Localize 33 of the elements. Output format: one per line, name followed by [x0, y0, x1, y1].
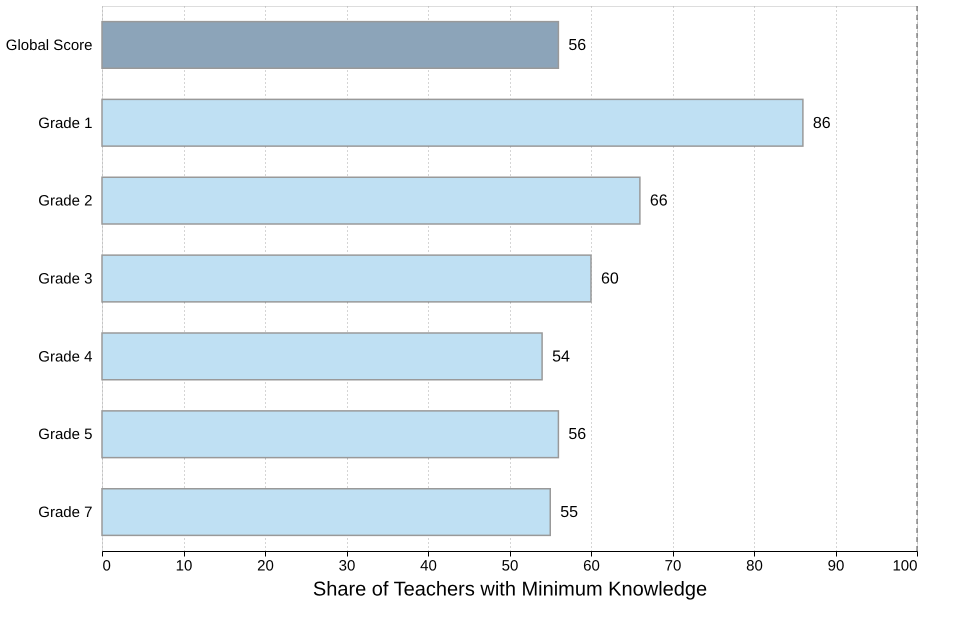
x-tick-label: 100 — [892, 558, 918, 574]
y-tick-label: Grade 4 — [38, 348, 92, 366]
x-tick-label: 40 — [420, 558, 437, 574]
x-tick-label: 80 — [746, 558, 763, 574]
bar — [101, 176, 641, 225]
bar — [101, 20, 560, 70]
x-tick-label: 30 — [338, 558, 356, 574]
y-tick-label: Grade 3 — [38, 270, 92, 288]
y-tick-label: Grade 7 — [38, 504, 92, 522]
x-tick-label: 20 — [257, 558, 274, 574]
x-axis-title: Share of Teachers with Minimum Knowledge — [312, 578, 708, 600]
data-label: 56 — [568, 426, 586, 444]
data-label: 54 — [552, 348, 570, 366]
y-tick-label: Grade 2 — [38, 192, 92, 210]
x-tick-label: 10 — [176, 558, 192, 574]
y-tick-label: Grade 1 — [38, 114, 92, 132]
x-tick-label: 90 — [828, 558, 844, 574]
data-label: 56 — [568, 36, 586, 54]
x-tick-label: 70 — [664, 558, 682, 574]
data-label: 66 — [650, 192, 668, 210]
bar — [101, 488, 551, 536]
bar — [101, 254, 592, 303]
y-tick-label: Global Score — [6, 36, 92, 54]
data-label: 86 — [812, 114, 831, 132]
bar — [101, 332, 543, 380]
bar — [101, 410, 560, 458]
x-tick-label: 0 — [102, 558, 111, 574]
bar — [101, 98, 804, 147]
data-label: 55 — [560, 504, 578, 522]
x-tick-label: 50 — [502, 558, 518, 574]
y-tick-label: Grade 5 — [38, 426, 92, 444]
data-label: 60 — [601, 270, 619, 288]
x-tick-label: 60 — [583, 558, 600, 574]
